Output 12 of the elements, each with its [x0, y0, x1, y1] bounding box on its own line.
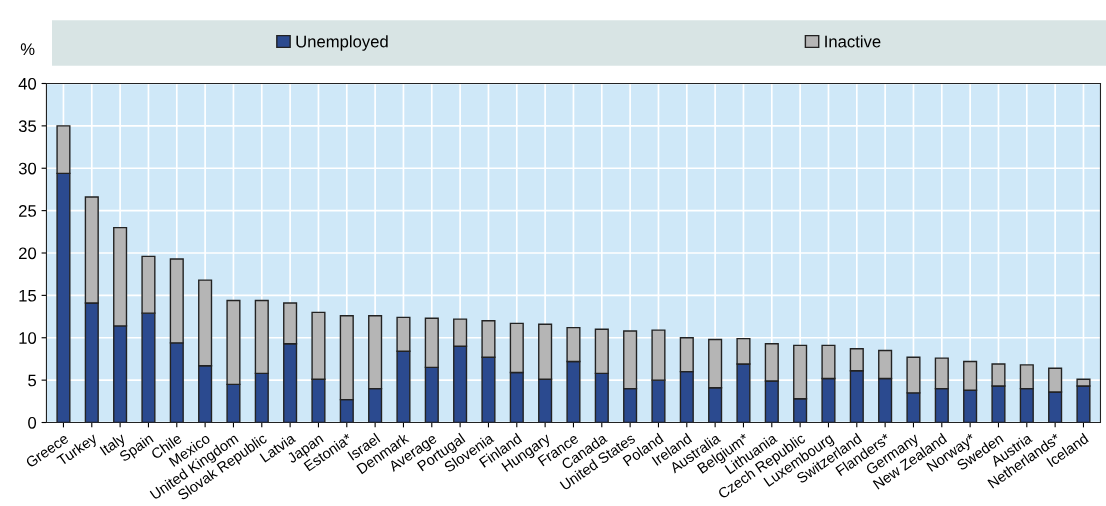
y-tick-label: 5	[28, 374, 37, 387]
y-tick-label: 10	[19, 332, 37, 344]
y-tick-label: 30	[18, 162, 37, 175]
y-tick-label: 15	[19, 289, 37, 302]
y-tick-label: 35	[18, 120, 37, 133]
y-tick-label: 40	[18, 77, 37, 90]
y-tick-label: 0	[28, 416, 37, 429]
legend-label: Inactive	[825, 35, 881, 48]
y-tick-label: 25	[19, 205, 37, 217]
y-tick-label: 20	[19, 247, 37, 260]
y-axis-title: %	[20, 43, 35, 56]
legend-label: Unemployed	[296, 35, 388, 51]
